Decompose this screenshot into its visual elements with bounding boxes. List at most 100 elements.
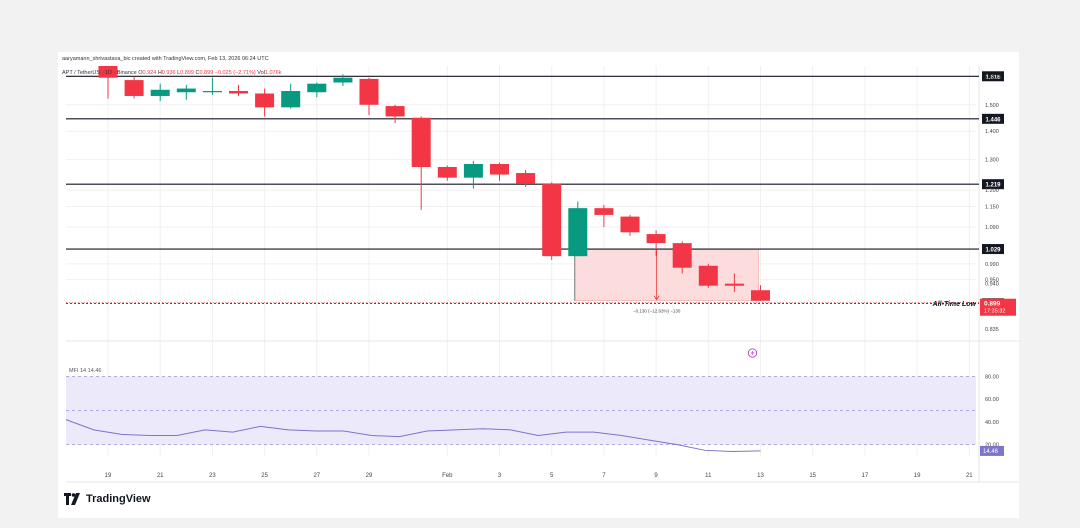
ohlc-legend: APT / TetherUS · 1D · Binance O0.924 H0.…: [62, 70, 281, 76]
candle-body: [255, 93, 275, 108]
candle-body: [516, 173, 536, 184]
candle-body: [751, 290, 770, 301]
date-tick-label: Feb: [442, 473, 453, 479]
level-label: 1.029: [985, 248, 1001, 254]
level-tag: [982, 244, 1004, 255]
axis-currency: USDT: [985, 75, 1002, 81]
date-tick-label: 25: [261, 473, 268, 479]
price-tick-label: 1.150: [985, 204, 999, 210]
candle-body: [124, 80, 144, 96]
low-value: 0.899: [180, 70, 194, 76]
pair-name: APT / TetherUS · 1D · Binance: [62, 70, 137, 76]
candle-body: [385, 106, 405, 117]
candle-body: [176, 88, 196, 93]
open-value: 0.924: [142, 70, 157, 76]
mfi-tick-label: 20.00: [985, 443, 999, 449]
candle-body: [150, 89, 170, 96]
level-label: 1.446: [985, 117, 1001, 123]
candle-body: [333, 77, 353, 83]
date-tick-label: 23: [209, 473, 216, 479]
candle-body: [437, 166, 457, 178]
change-value: −0.025 (−2.71%): [214, 70, 256, 76]
measure-zone-label: −0.130 (−12.63%) −130: [633, 309, 681, 314]
price-tick-label: 1.200: [985, 188, 999, 194]
candle-body: [620, 216, 640, 233]
price-tick-label: 0.990: [985, 262, 999, 268]
candle-body: [568, 208, 588, 257]
tradingview-logo-icon: [64, 493, 80, 505]
lightning-icon: [750, 350, 755, 356]
date-tick-label: 11: [705, 473, 712, 479]
close-label: C: [195, 70, 200, 76]
candle-body: [463, 164, 483, 178]
price-tick-label: 1.400: [985, 129, 999, 135]
date-tick-label: 29: [366, 473, 373, 479]
price-tick-label: 0.835: [985, 327, 999, 333]
date-tick-label: 17: [862, 473, 869, 479]
candle-body: [724, 283, 744, 286]
event-marker-icon: [747, 348, 758, 358]
open-label: O: [138, 70, 143, 76]
candle-body: [672, 243, 692, 268]
last-price-tag: [980, 298, 1016, 316]
date-tick-label: 3: [498, 473, 502, 479]
volume-label: Vol: [257, 70, 265, 76]
chart-canvas[interactable]: −0.130 (−12.63%) −130 1.616 1.446 1.219 1.02…: [58, 52, 1019, 518]
mfi-last-tag: [980, 445, 1004, 456]
mfi-tick-label: 80.00: [985, 374, 999, 380]
date-tick-label: 5: [550, 473, 554, 479]
date-tick-label: 21: [966, 473, 973, 479]
date-tick-label: 27: [313, 473, 320, 479]
candle-body: [281, 91, 301, 108]
brand-name: TradingView: [86, 493, 151, 505]
candle-body: [359, 78, 379, 105]
date-tick-label: 15: [809, 473, 816, 479]
mfi-last-label: 14.46: [983, 449, 999, 455]
candle-body: [307, 83, 327, 93]
low-label: L: [177, 70, 181, 76]
level-label: 1.616: [985, 75, 1001, 81]
tradingview-logo[interactable]: TradingView: [64, 493, 151, 505]
price-tick-label: 0.950: [985, 278, 999, 284]
level-label: 1.219: [985, 183, 1001, 189]
price-tick-label: 1.300: [985, 158, 999, 164]
candle-body: [542, 183, 562, 257]
candle-body: [698, 265, 718, 286]
high-value: 0.936: [161, 70, 176, 76]
date-tick-label: 9: [654, 473, 658, 479]
level-tag: [982, 71, 1004, 82]
candles: [98, 66, 770, 301]
date-tick-label: 19: [105, 473, 112, 479]
close-value: 0.899: [199, 70, 214, 76]
mfi-title: MFI 14 14.46: [69, 368, 101, 374]
measure-zone: [574, 248, 759, 302]
chart-card: −0.130 (−12.63%) −130 1.616 1.446 1.219 1.02…: [58, 52, 1019, 518]
last-price-label: 0.899: [984, 301, 1001, 308]
candle-body: [229, 91, 248, 94]
date-tick-label: 13: [757, 473, 764, 479]
price-tick-label: 1.090: [985, 225, 999, 231]
candle-body: [594, 208, 614, 215]
mfi-band: [66, 376, 976, 445]
candle-body: [202, 91, 222, 93]
price-tick-label: 0.940: [985, 282, 999, 288]
last-price-countdown: 17:35:32: [984, 309, 1005, 315]
measure-arrowhead: [653, 295, 660, 301]
candle-body: [646, 234, 666, 244]
level-tag: [982, 113, 1004, 124]
mfi-tick-label: 60.00: [985, 397, 999, 403]
date-tick-label: 19: [914, 473, 921, 479]
volume-value: 1.076k: [264, 70, 282, 76]
date-tick-label: 7: [602, 473, 606, 479]
price-tick-label: 1.500: [985, 103, 999, 109]
date-tick-label: 21: [157, 473, 164, 479]
candle-body: [98, 66, 118, 78]
mfi-tick-label: 40.00: [985, 420, 999, 426]
high-label: H: [157, 70, 162, 76]
candle-body: [411, 117, 431, 167]
mfi-line: [65, 419, 761, 452]
level-tag: [982, 179, 1004, 190]
publisher-credit: aaryamann_shrivastava_bic created with T…: [62, 56, 269, 62]
all-time-low-annotation: All-Time Low: [932, 301, 977, 308]
candle-body: [490, 164, 509, 175]
